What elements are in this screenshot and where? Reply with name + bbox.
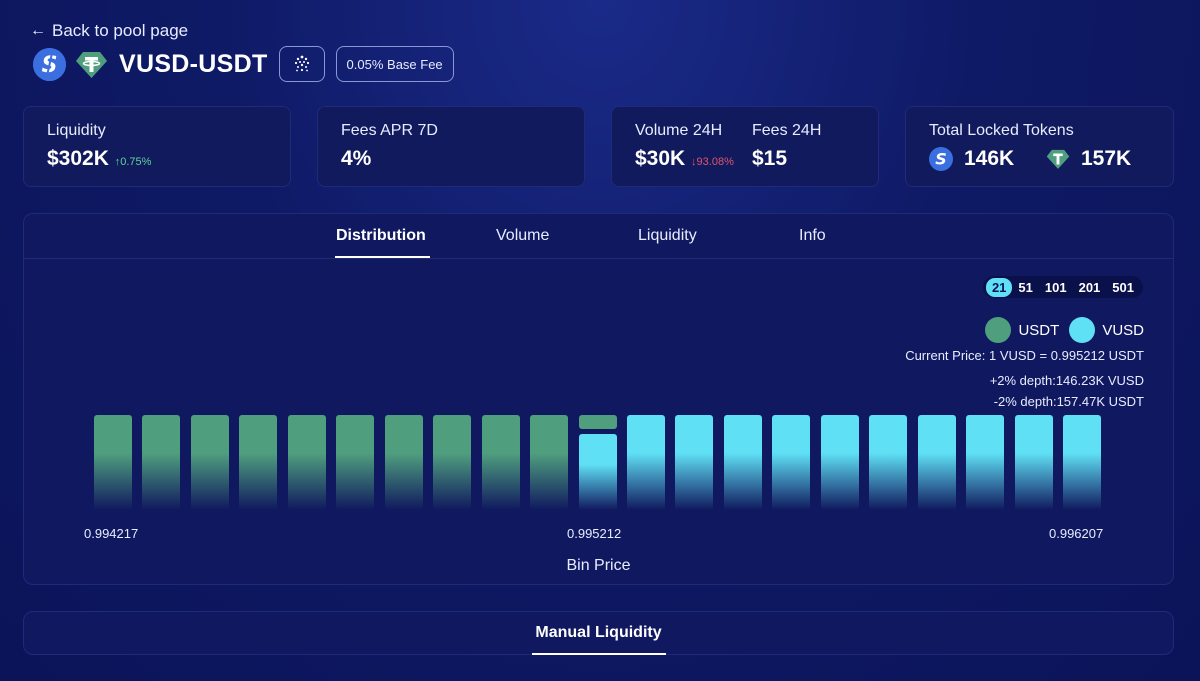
vusd-token-icon: S xyxy=(33,47,66,81)
bin-option-101[interactable]: 101 xyxy=(1044,279,1067,295)
manual-liquidity-panel: Manual Liquidity xyxy=(23,611,1174,655)
plus-depth-line: +2% depth:146.23K VUSD xyxy=(990,373,1144,388)
usdt-token-icon xyxy=(1046,149,1070,169)
bin-option-51[interactable]: 51 xyxy=(1018,279,1033,295)
pool-header: S VUSD-USDT 0.05% Base Fee xyxy=(33,46,454,82)
fees-apr-label: Fees APR 7D xyxy=(341,122,438,139)
bin-bar-vusd[interactable] xyxy=(820,415,859,510)
manual-liquidity-indicator xyxy=(532,653,666,655)
bin-bar-usdt[interactable] xyxy=(336,415,375,510)
minus-depth-value: 157.47K USDT xyxy=(1056,394,1144,409)
bin-bar-usdt[interactable] xyxy=(481,415,520,510)
volume-label: Volume 24H xyxy=(635,122,723,139)
liquidity-change: ↑0.75% xyxy=(114,156,152,168)
bin-bar-usdt[interactable] xyxy=(190,415,229,510)
fees-24h-value: $15 xyxy=(752,147,788,170)
chart-legend: USDT VUSD xyxy=(985,317,1144,343)
locked-tokens-card: Total Locked Tokens S 146K 157K xyxy=(905,106,1174,187)
bin-bar-vusd[interactable] xyxy=(966,415,1005,510)
fees-apr-card: Fees APR 7D 4% xyxy=(317,106,585,187)
vusd-legend-label: VUSD xyxy=(1102,321,1144,339)
vusd-legend-dot xyxy=(1069,317,1096,343)
locked-usdt-value: 157K xyxy=(1081,147,1132,170)
plus-depth-value: 146.23K VUSD xyxy=(1055,373,1144,388)
current-price: Current Price: 1 VUSD = 0.995212 USDT xyxy=(905,348,1144,363)
bin-bar-usdt[interactable] xyxy=(530,415,569,510)
usdt-legend-dot xyxy=(985,317,1012,343)
volume-change: ↓93.08% xyxy=(691,156,734,168)
locked-usdt-group: 157K xyxy=(1046,147,1131,171)
chain-badge-button[interactable] xyxy=(278,46,325,82)
tab-divider xyxy=(24,258,1173,259)
bin-bar-vusd[interactable] xyxy=(626,415,665,510)
iota-icon xyxy=(294,55,309,72)
tab-info[interactable]: Info xyxy=(799,227,826,244)
volume-fees-card: Volume 24H Fees 24H $30K ↓93.08% $15 xyxy=(611,106,879,187)
bin-bar-vusd[interactable] xyxy=(772,415,811,510)
tab-distribution[interactable]: Distribution xyxy=(336,227,426,244)
bin-bar-vusd[interactable] xyxy=(917,415,956,510)
vusd-token-icon: S xyxy=(929,147,953,171)
arrow-left-icon: ← xyxy=(30,22,46,39)
tab-volume[interactable]: Volume xyxy=(496,227,550,244)
bin-bar-usdt[interactable] xyxy=(94,415,132,510)
bin-bar-usdt-segment[interactable] xyxy=(578,415,617,429)
volume-value-group: $30K ↓93.08% xyxy=(635,147,734,171)
bin-bar-usdt[interactable] xyxy=(384,415,423,510)
bin-count-selector: 21 51 101 201 501 xyxy=(982,276,1143,298)
liquidity-card: Liquidity $302K ↑0.75% xyxy=(23,106,291,187)
minus-depth-line: -2% depth:157.47K USDT xyxy=(994,394,1144,409)
tab-liquidity[interactable]: Liquidity xyxy=(638,227,697,244)
bin-bar-vusd[interactable] xyxy=(1063,415,1101,510)
bin-bar-usdt[interactable] xyxy=(142,415,181,510)
locked-vusd-value: 146K xyxy=(964,147,1015,170)
bin-option-501[interactable]: 501 xyxy=(1112,279,1134,295)
tab-manual-liquidity[interactable]: Manual Liquidity xyxy=(535,624,662,641)
usdt-token-icon xyxy=(75,48,108,81)
base-fee-badge: 0.05% Base Fee xyxy=(335,46,454,82)
liquidity-value-group: $302K ↑0.75% xyxy=(47,147,151,171)
bin-bar-vusd[interactable] xyxy=(1014,415,1053,510)
fees-apr-value: 4% xyxy=(341,147,372,170)
bin-bar-usdt[interactable] xyxy=(239,415,278,510)
liquidity-value: $302K xyxy=(47,147,109,170)
minus-depth-label: -2% depth: xyxy=(993,394,1057,409)
bin-bar-usdt[interactable] xyxy=(433,415,472,510)
locked-tokens-label: Total Locked Tokens xyxy=(929,122,1074,139)
tick-label-current: 0.995212 xyxy=(567,526,622,541)
bin-bar-vusd[interactable] xyxy=(723,415,762,510)
bin-bar-vusd[interactable] xyxy=(675,415,714,510)
plus-depth-label: +2% depth: xyxy=(989,373,1056,388)
bin-bar-usdt[interactable] xyxy=(287,415,326,510)
x-axis-label: Bin Price xyxy=(566,557,631,574)
bin-option-201[interactable]: 201 xyxy=(1078,279,1101,295)
distribution-panel: Distribution Volume Liquidity Info 21 51… xyxy=(23,213,1174,585)
bin-bar-vusd[interactable] xyxy=(869,415,908,510)
liquidity-label: Liquidity xyxy=(47,122,106,139)
tick-label-min: 0.994217 xyxy=(84,526,139,541)
back-to-pool-link[interactable]: ← Back to pool page xyxy=(30,21,188,41)
pool-title: VUSD-USDT xyxy=(119,49,268,78)
volume-value: $30K xyxy=(635,147,686,170)
active-tab-indicator xyxy=(335,256,430,258)
back-link-label: Back to pool page xyxy=(52,21,189,40)
bin-bar-vusd-segment[interactable] xyxy=(578,434,617,510)
bin-option-21[interactable]: 21 xyxy=(985,277,1013,297)
svg-text:S: S xyxy=(935,149,947,168)
fees-24h-label: Fees 24H xyxy=(752,122,822,139)
locked-vusd-group: S 146K xyxy=(929,147,1014,171)
usdt-legend-label: USDT xyxy=(1018,321,1060,339)
tick-label-max: 0.996207 xyxy=(1049,526,1104,541)
